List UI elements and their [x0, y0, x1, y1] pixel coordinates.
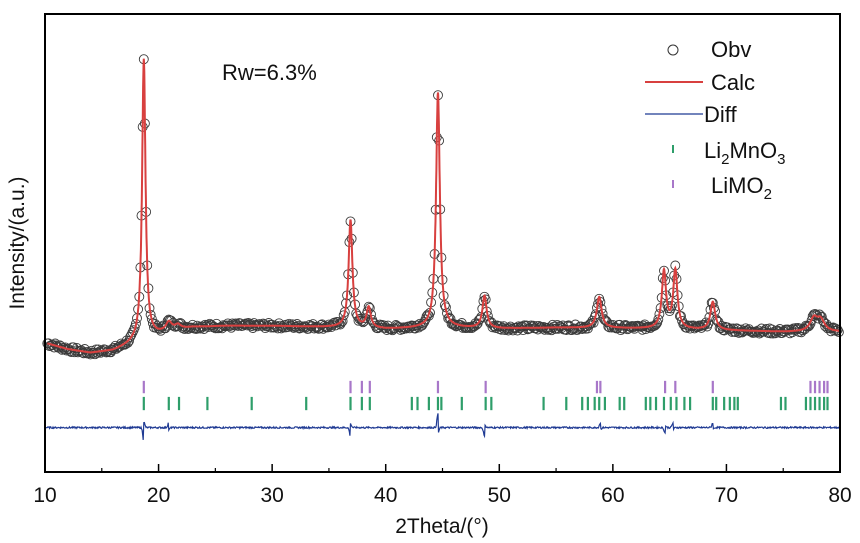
observed-point — [127, 327, 138, 338]
observed-point — [766, 324, 777, 335]
x-tick-label: 70 — [715, 484, 738, 507]
observed-point — [317, 319, 328, 330]
observed-point — [333, 317, 343, 328]
observed-point — [471, 319, 482, 330]
observed-point — [572, 324, 583, 335]
observed-point — [488, 320, 499, 331]
observed-point — [651, 319, 661, 330]
x-tick-label: 40 — [374, 484, 397, 507]
observed-point — [381, 325, 392, 335]
x-tick-label: 30 — [260, 484, 283, 507]
diff-line — [44, 413, 841, 440]
observed-point — [833, 327, 844, 338]
observed-point — [363, 301, 374, 312]
observed-point — [124, 335, 134, 346]
legend-diff-label: Diff — [704, 102, 737, 127]
legend-calc-label: Calc — [711, 70, 755, 95]
observed-point — [803, 321, 814, 332]
legend-obv-marker — [667, 44, 679, 56]
observed-point — [496, 324, 507, 335]
observed-series — [42, 54, 844, 360]
x-tick-label: 50 — [488, 484, 511, 507]
observed-point — [337, 316, 348, 327]
observed-point — [704, 312, 715, 323]
observed-point — [154, 323, 165, 334]
observed-point — [47, 339, 58, 350]
calc-line — [46, 58, 840, 354]
x-tick-label: 20 — [147, 484, 170, 507]
observed-point — [360, 313, 371, 324]
legend-limo2-label: LiMO2 — [711, 173, 772, 203]
observed-point — [155, 325, 166, 336]
observed-point — [227, 318, 238, 329]
observed-point — [539, 324, 550, 335]
plot-area — [42, 54, 844, 440]
observed-point — [713, 317, 724, 327]
observed-point — [500, 325, 510, 336]
observed-point — [645, 323, 656, 334]
observed-point — [598, 313, 609, 324]
x-tick-label: 10 — [33, 484, 56, 507]
x-tick-label: 80 — [828, 484, 851, 507]
observed-point — [473, 315, 484, 326]
observed-point — [701, 317, 711, 328]
observed-point — [820, 321, 831, 332]
observed-point — [125, 331, 136, 342]
observed-point — [798, 323, 809, 334]
legend: Obv Calc Diff Li2MnO3 LiMO2 — [645, 37, 786, 203]
observed-point — [534, 321, 544, 331]
observed-point — [818, 315, 828, 326]
observed-point — [664, 306, 675, 317]
observed-point — [804, 320, 815, 331]
observed-point — [334, 318, 345, 329]
observed-point — [561, 325, 572, 335]
rw-annotation: Rw=6.3% — [222, 60, 317, 85]
observed-point — [272, 323, 283, 334]
observed-point — [120, 339, 131, 350]
observed-point — [831, 325, 842, 336]
x-axis-label: 2Theta/(°) — [395, 515, 489, 538]
observed-point — [336, 317, 347, 328]
legend-li2mno3-label: Li2MnO3 — [704, 138, 786, 168]
legend-obv-label: Obv — [711, 37, 751, 62]
observed-point — [422, 309, 433, 320]
observed-point — [822, 323, 833, 334]
x-axis: 10 20 30 40 50 60 70 80 — [33, 464, 852, 507]
observed-point — [520, 321, 531, 332]
observed-point — [479, 291, 490, 302]
plot-frame — [44, 13, 841, 473]
x-tick-label: 60 — [601, 484, 624, 507]
y-axis-label: Intensity/(a.u.) — [6, 176, 29, 309]
observed-point — [599, 315, 610, 326]
observed-point — [444, 312, 455, 323]
